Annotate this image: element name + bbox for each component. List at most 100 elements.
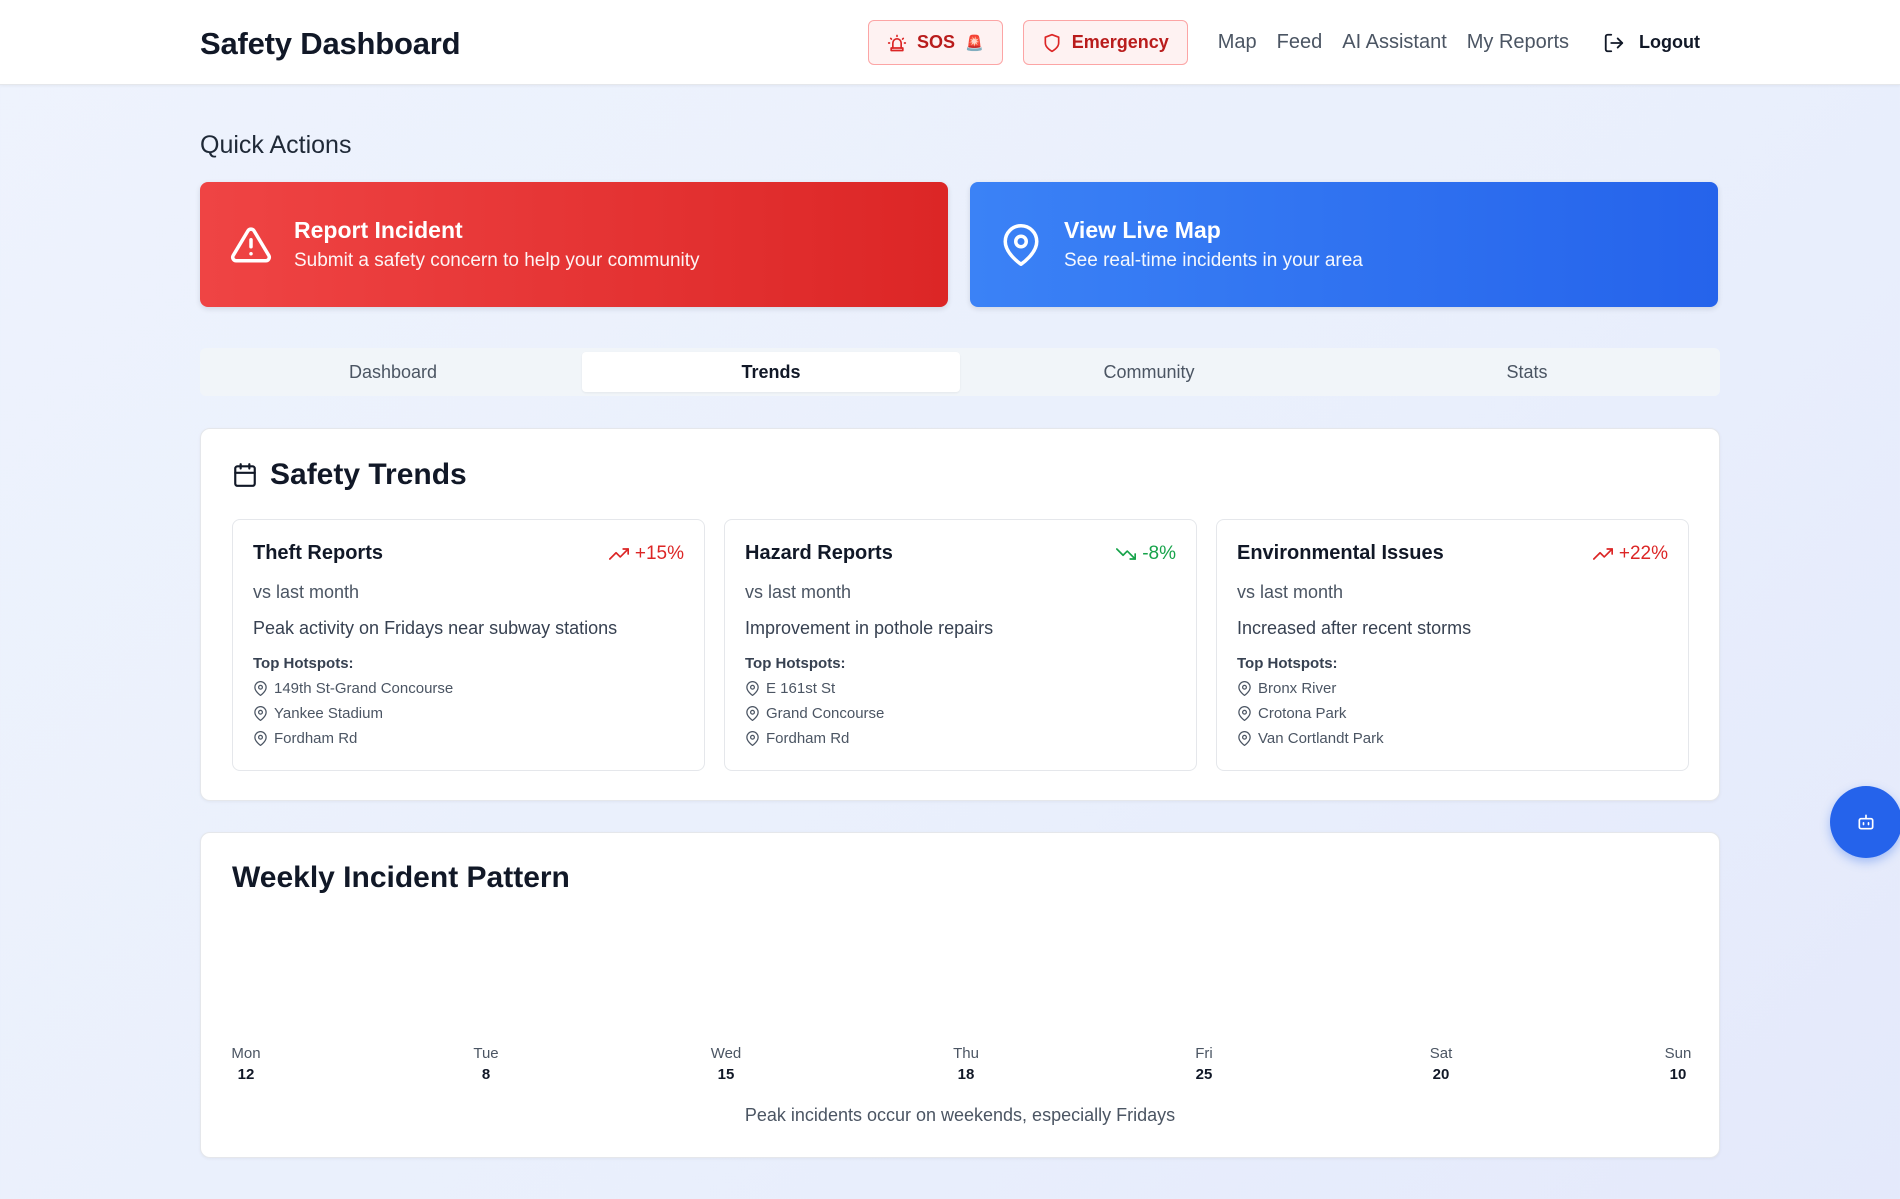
weekday-label: Mon	[231, 1045, 261, 1062]
view-live-map-title: View Live Map	[1064, 217, 1221, 243]
nav-link-feed[interactable]: Feed	[1276, 31, 1323, 53]
report-incident-subtitle: Submit a safety concern to help your com…	[294, 250, 700, 271]
map-pin-icon	[746, 681, 759, 696]
trend-card-title: Environmental Issues	[1237, 542, 1444, 564]
weekday-value: 15	[717, 1066, 735, 1083]
view-live-map-card[interactable]: View Live Map See real-time incidents in…	[970, 182, 1718, 307]
trend-note: Improvement in pothole repairs	[745, 618, 994, 638]
emergency-button[interactable]: Emergency	[1022, 20, 1188, 65]
hotspot-item: Fordham Rd	[253, 726, 684, 751]
weekday-column: Sat 20	[1411, 1045, 1471, 1083]
hotspot-name: Van Cortlandt Park	[1258, 730, 1384, 747]
hotspots-label: Top Hotspots:	[253, 655, 354, 672]
map-pin-icon	[254, 681, 267, 696]
trend-delta: +15%	[608, 543, 684, 565]
weekday-label: Sun	[1664, 1045, 1692, 1062]
map-pin-icon	[746, 706, 759, 721]
trend-compare: vs last month	[745, 582, 852, 602]
trend-card-hazard: Hazard Reports -8% vs last month Improve…	[724, 519, 1197, 771]
weekly-footnote: Peak incidents occur on weekends, especi…	[744, 1105, 1176, 1125]
hotspots-label: Top Hotspots:	[745, 655, 846, 672]
quick-actions-heading: Quick Actions	[200, 131, 352, 159]
weekday-label: Thu	[953, 1045, 979, 1062]
shield-icon	[1044, 33, 1060, 52]
sos-label: SOS	[917, 32, 956, 52]
hotspot-item: Crotona Park	[1237, 701, 1668, 726]
tab-community[interactable]: Community	[1103, 361, 1195, 382]
hotspot-list: E 161st St Grand Concourse Fordham Rd	[745, 676, 1176, 751]
weekday-label: Sat	[1429, 1045, 1453, 1062]
weekday-column: Wed 15	[696, 1045, 756, 1083]
weekday-value: 10	[1669, 1066, 1687, 1083]
main-nav: SOS 🚨 Emergency Map Feed AI Assistant My…	[868, 20, 1700, 65]
nav-link-ai-assistant[interactable]: AI Assistant	[1342, 31, 1447, 53]
weekday-label: Wed	[710, 1045, 742, 1062]
trending-up-icon	[1592, 548, 1613, 560]
report-incident-card[interactable]: Report Incident Submit a safety concern …	[200, 182, 948, 307]
weekday-label: Tue	[473, 1045, 499, 1062]
map-pin-icon	[746, 731, 759, 746]
nav-link-map[interactable]: Map	[1217, 31, 1257, 53]
siren-icon	[887, 34, 907, 51]
logout-icon	[1604, 33, 1624, 52]
map-pin-icon	[1238, 706, 1251, 721]
logout-label: Logout	[1639, 32, 1700, 52]
weekday-value: 18	[957, 1066, 975, 1083]
hotspot-item: Fordham Rd	[745, 726, 1176, 751]
logout-button[interactable]: Logout	[1603, 32, 1700, 54]
sos-button[interactable]: SOS 🚨	[868, 20, 1003, 65]
top-navbar: Safety Dashboard SOS 🚨 Emergency Map Fee…	[0, 0, 1900, 85]
hotspots-label: Top Hotspots:	[1237, 655, 1338, 672]
tab-dashboard[interactable]: Dashboard	[348, 361, 438, 382]
weekly-incident-panel: Weekly Incident Pattern Mon 12 Tue 8 Wed…	[200, 832, 1720, 1158]
weekly-incident-title: Weekly Incident Pattern	[232, 861, 570, 894]
trend-note: Peak activity on Fridays near subway sta…	[253, 618, 618, 638]
trend-card-title: Theft Reports	[253, 542, 383, 564]
nav-link-my-reports[interactable]: My Reports	[1466, 31, 1570, 53]
safety-trends-panel: Safety Trends Theft Reports +15% vs last…	[200, 428, 1720, 801]
weekday-column: Mon 12	[216, 1045, 276, 1083]
trending-down-icon	[1116, 548, 1137, 560]
hotspot-name: Grand Concourse	[766, 705, 885, 722]
trend-delta: -8%	[1116, 543, 1176, 565]
trending-up-icon	[608, 548, 629, 560]
map-pin-icon	[254, 731, 267, 746]
bot-icon	[1858, 814, 1874, 830]
weekday-column: Tue 8	[456, 1045, 516, 1083]
hotspot-item: Van Cortlandt Park	[1237, 726, 1668, 751]
ai-assistant-fab[interactable]	[1830, 786, 1900, 858]
calendar-icon	[234, 463, 256, 487]
trend-card-environmental: Environmental Issues +22% vs last month …	[1216, 519, 1689, 771]
weekday-label: Fri	[1195, 1045, 1213, 1062]
trend-card-theft: Theft Reports +15% vs last month Peak ac…	[232, 519, 705, 771]
weekday-value: 8	[481, 1066, 491, 1083]
hotspot-name: Crotona Park	[1258, 705, 1347, 722]
hotspot-name: Fordham Rd	[766, 730, 850, 747]
hotspot-name: 149th St-Grand Concourse	[274, 680, 454, 697]
hotspot-name: Yankee Stadium	[274, 705, 383, 722]
hotspot-name: Fordham Rd	[274, 730, 358, 747]
trend-delta-value: +15%	[634, 543, 684, 564]
section-tabs: Dashboard Trends Community Stats	[200, 348, 1720, 396]
app-title: Safety Dashboard	[200, 26, 461, 61]
trend-delta-value: -8%	[1142, 543, 1176, 564]
hotspot-list: Bronx River Crotona Park Van Cortlandt P…	[1237, 676, 1668, 751]
hotspot-list: 149th St-Grand Concourse Yankee Stadium …	[253, 676, 684, 751]
weekday-value: 12	[237, 1066, 255, 1083]
tab-stats[interactable]: Stats	[1506, 361, 1548, 382]
trend-delta: +22%	[1592, 543, 1668, 565]
hotspot-item: Grand Concourse	[745, 701, 1176, 726]
emergency-label: Emergency	[1071, 32, 1169, 52]
tab-trends[interactable]: Trends	[582, 352, 960, 392]
view-live-map-subtitle: See real-time incidents in your area	[1064, 250, 1363, 271]
hotspot-item: Yankee Stadium	[253, 701, 684, 726]
hotspot-name: Bronx River	[1258, 680, 1337, 697]
trend-delta-value: +22%	[1618, 543, 1668, 564]
weekday-column: Thu 18	[936, 1045, 996, 1083]
hotspot-item: E 161st St	[745, 676, 1176, 701]
weekday-value: 25	[1195, 1066, 1213, 1083]
trend-compare: vs last month	[1237, 582, 1344, 602]
trend-compare: vs last month	[253, 582, 360, 602]
map-pin-icon	[1003, 223, 1039, 266]
trend-card-title: Hazard Reports	[745, 542, 893, 564]
